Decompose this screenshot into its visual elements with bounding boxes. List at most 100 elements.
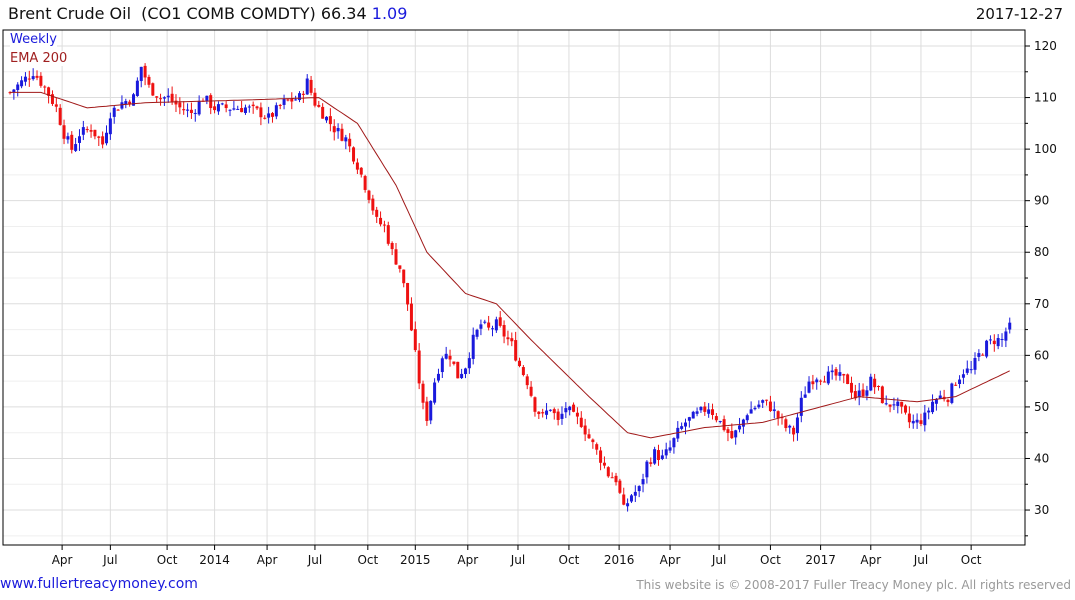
candle-body — [892, 404, 896, 406]
candle-body — [711, 409, 715, 416]
candle-body — [938, 395, 942, 399]
candle-body — [633, 491, 637, 496]
candle-body — [390, 243, 394, 250]
candle-body — [382, 224, 386, 226]
candle-body — [352, 147, 356, 162]
candle-body — [579, 417, 583, 427]
candle-body — [456, 361, 460, 379]
candle-body — [116, 109, 120, 111]
candle-body — [20, 80, 24, 87]
candle-body — [502, 325, 506, 337]
candle-body — [448, 355, 452, 360]
candle-body — [618, 480, 622, 493]
candle-body — [39, 75, 43, 86]
candle-body — [865, 390, 869, 396]
candle-body — [97, 136, 101, 138]
candle-body — [155, 96, 159, 98]
candle-body — [1004, 331, 1008, 341]
candle-body — [301, 93, 305, 95]
candle-body — [521, 367, 525, 375]
candle-body — [734, 430, 738, 438]
candle-body — [216, 104, 220, 112]
candle-body — [610, 477, 614, 479]
candle-body — [757, 404, 761, 408]
y-tick-label: 100 — [1034, 142, 1057, 156]
candle-body — [182, 109, 186, 111]
candle-body — [47, 87, 51, 96]
x-tick-label: Oct — [559, 553, 580, 567]
candle-body — [174, 100, 178, 105]
candle-body — [139, 66, 143, 82]
x-tick-label: Jul — [711, 553, 726, 567]
candle-body — [568, 406, 572, 411]
candle-body — [811, 381, 815, 385]
candle-body — [985, 340, 989, 357]
candle-body — [16, 84, 20, 90]
candle-body — [896, 401, 900, 406]
candle-body — [954, 384, 958, 386]
copyright-notice: This website is © 2008-2017 Fuller Treac… — [636, 578, 1071, 592]
candle-body — [294, 99, 298, 101]
candle-body — [718, 421, 722, 423]
candle-body — [31, 76, 35, 80]
candle-body — [927, 410, 931, 413]
candle-body — [853, 391, 857, 399]
candle-body — [645, 461, 649, 478]
candle-body — [286, 99, 290, 101]
candle-body — [417, 350, 421, 384]
y-tick-label: 110 — [1034, 91, 1057, 105]
website-link[interactable]: www.fullertreacymoney.com — [0, 576, 198, 592]
candle-body — [498, 317, 502, 326]
candle-body — [386, 225, 390, 244]
candle-body — [973, 358, 977, 370]
candle-body — [236, 108, 240, 110]
candle-body — [255, 106, 259, 109]
candle-body — [595, 444, 599, 450]
candle-body — [379, 217, 383, 225]
candle-body — [726, 429, 730, 433]
candle-body — [819, 380, 823, 382]
x-tick-label: 2015 — [400, 553, 431, 567]
candle-body — [506, 337, 510, 340]
candle-body — [270, 113, 274, 117]
candle-body — [900, 401, 904, 407]
x-tick-label: Jul — [510, 553, 525, 567]
candle-body — [371, 198, 375, 211]
x-tick-label: Jul — [913, 553, 928, 567]
candle-body — [981, 354, 985, 356]
candle-body — [394, 249, 398, 265]
candle-body — [545, 410, 549, 415]
candle-body — [768, 401, 772, 412]
candle-body — [274, 105, 278, 117]
candle-body — [849, 382, 853, 393]
candle-body — [220, 103, 224, 105]
candle-body — [776, 411, 780, 419]
candle-body — [205, 95, 209, 101]
candle-body — [402, 269, 406, 284]
candle-body — [992, 340, 996, 345]
candle-body — [359, 167, 363, 175]
candle-body — [54, 104, 58, 107]
candle-body — [622, 494, 626, 505]
candle-body — [93, 129, 97, 137]
candle-body — [784, 419, 788, 429]
candle-body — [649, 462, 653, 464]
candle-body — [263, 117, 267, 119]
candle-body — [749, 409, 753, 414]
candle-body — [680, 426, 684, 429]
candle-body — [460, 373, 464, 379]
candle-body — [340, 128, 344, 141]
candle-body — [656, 450, 660, 460]
candle-body — [89, 130, 93, 132]
x-tick-label: Jul — [102, 553, 117, 567]
candle-body — [151, 83, 155, 96]
x-tick-label: 2014 — [199, 553, 230, 567]
candle-body — [653, 449, 657, 464]
candle-body — [714, 416, 718, 421]
candle-body — [298, 93, 301, 101]
candle-body — [213, 106, 217, 111]
candle-body — [50, 94, 54, 104]
candle-body — [707, 409, 711, 414]
candle-body — [703, 406, 707, 412]
